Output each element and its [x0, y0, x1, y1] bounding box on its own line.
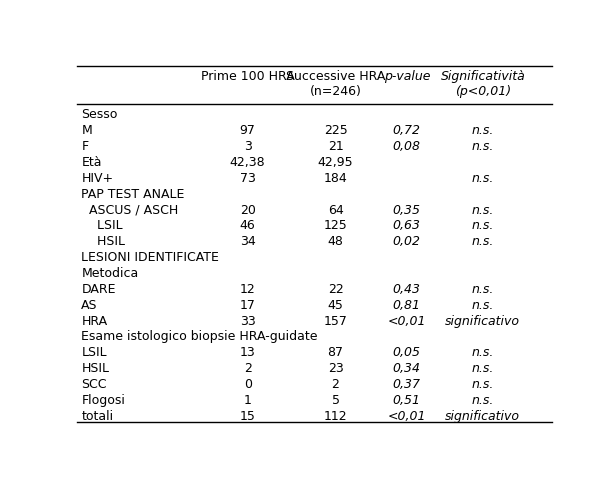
Text: n.s.: n.s. — [471, 235, 494, 248]
Text: 112: 112 — [324, 410, 348, 422]
Text: n.s.: n.s. — [471, 394, 494, 407]
Text: 5: 5 — [332, 394, 340, 407]
Text: 0,08: 0,08 — [393, 140, 421, 153]
Text: 42,38: 42,38 — [230, 156, 265, 169]
Text: 0,37: 0,37 — [393, 378, 421, 391]
Text: HSIL: HSIL — [82, 235, 126, 248]
Text: Prime 100 HRA: Prime 100 HRA — [201, 70, 294, 83]
Text: Successive HRA
(n=246): Successive HRA (n=246) — [286, 70, 385, 98]
Text: PAP TEST ANALE: PAP TEST ANALE — [82, 188, 185, 201]
Text: LSIL: LSIL — [82, 346, 107, 359]
Text: n.s.: n.s. — [471, 172, 494, 185]
Text: 0,05: 0,05 — [393, 346, 421, 359]
Text: 17: 17 — [240, 299, 256, 312]
Text: <0,01: <0,01 — [387, 410, 426, 422]
Text: 0: 0 — [243, 378, 252, 391]
Text: 157: 157 — [324, 315, 348, 328]
Text: significativo: significativo — [445, 410, 520, 422]
Text: 33: 33 — [240, 315, 256, 328]
Text: Età: Età — [82, 156, 102, 169]
Text: 23: 23 — [328, 362, 343, 375]
Text: 45: 45 — [327, 299, 343, 312]
Text: 0,72: 0,72 — [393, 124, 421, 137]
Text: 46: 46 — [240, 219, 256, 232]
Text: Metodica: Metodica — [82, 267, 139, 280]
Text: 0,51: 0,51 — [393, 394, 421, 407]
Text: 0,35: 0,35 — [393, 204, 421, 217]
Text: AS: AS — [82, 299, 98, 312]
Text: totali: totali — [82, 410, 113, 422]
Text: 184: 184 — [324, 172, 348, 185]
Text: n.s.: n.s. — [471, 124, 494, 137]
Text: 0,43: 0,43 — [393, 283, 421, 296]
Text: n.s.: n.s. — [471, 140, 494, 153]
Text: F: F — [82, 140, 88, 153]
Text: n.s.: n.s. — [471, 378, 494, 391]
Text: 0,63: 0,63 — [393, 219, 421, 232]
Text: HSIL: HSIL — [82, 362, 109, 375]
Text: n.s.: n.s. — [471, 299, 494, 312]
Text: HIV+: HIV+ — [82, 172, 113, 185]
Text: 3: 3 — [244, 140, 251, 153]
Text: 0,02: 0,02 — [393, 235, 421, 248]
Text: 97: 97 — [240, 124, 256, 137]
Text: 64: 64 — [328, 204, 343, 217]
Text: Flogosi: Flogosi — [82, 394, 125, 407]
Text: <0,01: <0,01 — [387, 315, 426, 328]
Text: n.s.: n.s. — [471, 219, 494, 232]
Text: 1: 1 — [244, 394, 251, 407]
Text: 2: 2 — [244, 362, 251, 375]
Text: significativo: significativo — [445, 315, 520, 328]
Text: n.s.: n.s. — [471, 204, 494, 217]
Text: 42,95: 42,95 — [318, 156, 353, 169]
Text: 12: 12 — [240, 283, 256, 296]
Text: n.s.: n.s. — [471, 362, 494, 375]
Text: p-value: p-value — [384, 70, 430, 83]
Text: LESIONI IDENTIFICATE: LESIONI IDENTIFICATE — [82, 251, 219, 264]
Text: DARE: DARE — [82, 283, 116, 296]
Text: Esame istologico biopsie HRA-guidate: Esame istologico biopsie HRA-guidate — [82, 331, 318, 343]
Text: 0,34: 0,34 — [393, 362, 421, 375]
Text: SCC: SCC — [82, 378, 107, 391]
Text: n.s.: n.s. — [471, 346, 494, 359]
Text: Significatività
(p<0,01): Significatività (p<0,01) — [440, 70, 525, 98]
Text: 34: 34 — [240, 235, 256, 248]
Text: 48: 48 — [327, 235, 343, 248]
Text: LSIL: LSIL — [82, 219, 123, 232]
Text: 2: 2 — [332, 378, 340, 391]
Text: ASCUS / ASCH: ASCUS / ASCH — [82, 204, 178, 217]
Text: 125: 125 — [324, 219, 348, 232]
Text: HRA: HRA — [82, 315, 107, 328]
Text: 22: 22 — [328, 283, 343, 296]
Text: 87: 87 — [327, 346, 343, 359]
Text: 73: 73 — [240, 172, 256, 185]
Text: 225: 225 — [324, 124, 348, 137]
Text: n.s.: n.s. — [471, 283, 494, 296]
Text: 15: 15 — [240, 410, 256, 422]
Text: Sesso: Sesso — [82, 108, 118, 121]
Text: 0,81: 0,81 — [393, 299, 421, 312]
Text: M: M — [82, 124, 92, 137]
Text: 21: 21 — [328, 140, 343, 153]
Text: 13: 13 — [240, 346, 256, 359]
Text: 20: 20 — [240, 204, 256, 217]
